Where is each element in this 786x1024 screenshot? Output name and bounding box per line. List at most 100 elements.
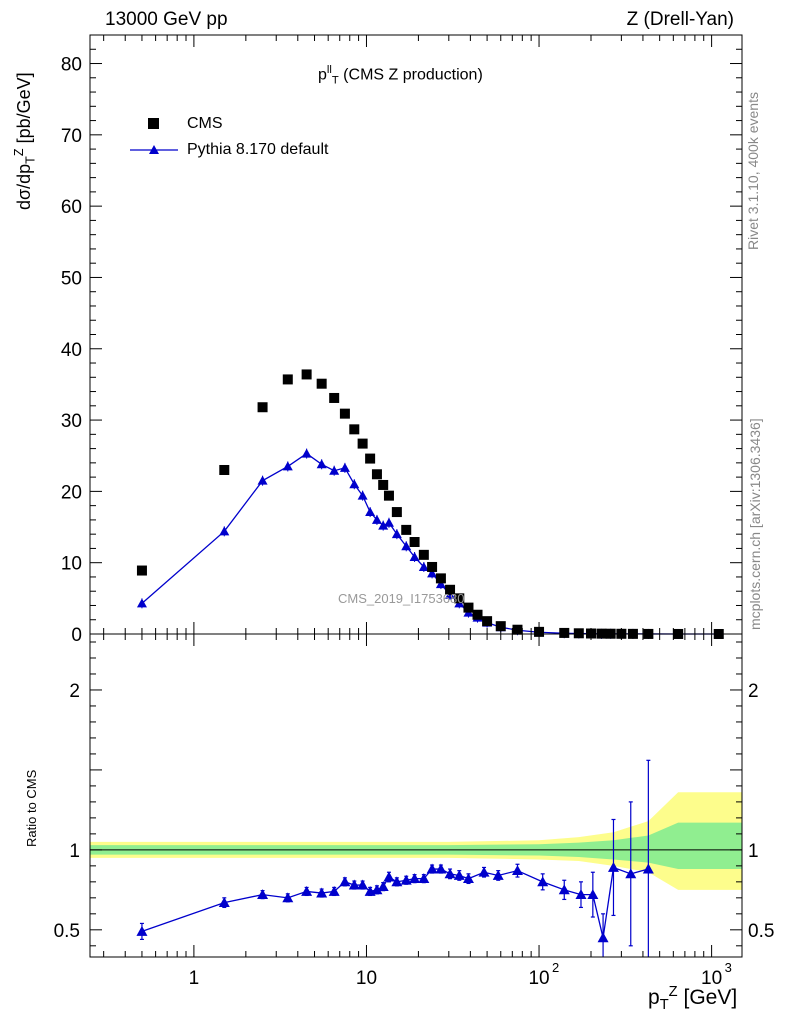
- ratio-y-tick-label-right: 2: [748, 681, 759, 702]
- ratio-frame: [89, 633, 743, 958]
- x-tick-label: 10: [701, 968, 722, 989]
- y-label-post: [pb/GeV]: [14, 72, 34, 149]
- pythia-point: [401, 541, 412, 551]
- ratio-uncertainty-bands: [90, 792, 742, 890]
- plot-title-rest: (CMS Z production): [338, 66, 483, 84]
- ratio-point: [400, 874, 412, 885]
- cms-point: [219, 464, 230, 475]
- ratio-y-tick-label: 2: [69, 681, 80, 702]
- energy-header: 13000 GeV pp: [105, 9, 228, 30]
- y-label-pre: dσ/dp: [14, 163, 34, 210]
- cms-point: [418, 549, 429, 560]
- main-y-tick-label: 20: [61, 482, 82, 503]
- ratio-point: [328, 885, 340, 896]
- ratio-y-tick-label-right: 1: [748, 841, 759, 862]
- ratio-point: [492, 869, 504, 880]
- x-tick-exponent: 2: [552, 960, 559, 975]
- pythia-point: [329, 465, 340, 475]
- cms-point: [282, 374, 293, 385]
- ratio-point: [625, 868, 637, 879]
- cms-point: [349, 424, 360, 435]
- legend-pythia-marker: [149, 145, 159, 154]
- cms-point: [365, 453, 376, 464]
- ratio-point: [301, 885, 313, 896]
- cms-point: [463, 602, 474, 613]
- plot-title-sub: T: [331, 74, 339, 87]
- pythia-point: [339, 462, 350, 472]
- plot-title-main: p: [318, 66, 327, 84]
- x-axis-label: pTZ [GeV]: [648, 984, 737, 1013]
- legend-cms-label: CMS: [187, 115, 223, 132]
- ratio-point: [462, 873, 474, 884]
- cms-point: [454, 593, 465, 604]
- ratio-point: [537, 876, 549, 887]
- axis-ticks: [90, 34, 742, 957]
- rivet-label: Rivet 3.1.10, 400k events: [745, 92, 761, 250]
- main-y-tick-label: 50: [61, 268, 82, 289]
- ratio-point: [316, 887, 328, 898]
- ratio-point: [426, 863, 438, 874]
- axes-frames: [89, 34, 743, 958]
- cms-point: [472, 609, 483, 620]
- ratio-point: [597, 932, 609, 943]
- x-tick-label: 10: [356, 968, 377, 989]
- cms-point: [482, 616, 493, 627]
- cms-point: [329, 392, 340, 403]
- pythia-point: [391, 529, 402, 539]
- x-label-post: [GeV]: [677, 986, 738, 1009]
- pythia-point: [282, 461, 293, 471]
- cms-point: [383, 490, 394, 501]
- ratio-point: [282, 892, 294, 903]
- pythia-point: [435, 579, 446, 589]
- ratio-point: [418, 873, 430, 884]
- y-label-sub: T: [23, 156, 38, 164]
- cms-point: [357, 438, 368, 449]
- pythia-point: [257, 475, 268, 485]
- analysis-watermark: CMS_2019_I1753680: [338, 591, 465, 606]
- main-y-tick-label: 80: [61, 55, 82, 76]
- ratio-point: [607, 861, 619, 872]
- x-label-pre: p: [648, 986, 660, 1009]
- pythia-point: [219, 526, 230, 536]
- cms-point: [378, 479, 389, 490]
- main-y-tick-label: 30: [61, 411, 82, 432]
- ratio-point: [377, 881, 389, 892]
- ratio-point: [257, 889, 269, 900]
- main-y-tick-label: 10: [61, 554, 82, 575]
- x-tick-label: 1: [189, 968, 200, 989]
- pythia-point: [365, 507, 376, 517]
- ratio-point: [444, 868, 456, 879]
- cms-point: [512, 624, 523, 635]
- pythia-point: [136, 598, 147, 608]
- cms-point: [427, 561, 438, 572]
- x-tick-label: 10: [528, 968, 549, 989]
- ratio-point: [136, 925, 148, 936]
- cms-point: [136, 565, 147, 576]
- ratio-point: [357, 879, 369, 890]
- pythia-point: [383, 517, 394, 527]
- ratio-point: [371, 884, 383, 895]
- cms-point: [257, 402, 268, 413]
- x-label-sup: Z: [668, 984, 678, 1000]
- pythia-point: [427, 568, 438, 578]
- cms-point: [371, 469, 382, 480]
- plot-title-sup: ll: [326, 64, 332, 76]
- ratio-y-tick-label: 1: [69, 841, 80, 862]
- ratio-point: [478, 866, 490, 877]
- cms-point: [573, 628, 584, 639]
- legend-pythia-label: Pythia 8.170 default: [187, 141, 329, 158]
- ratio-y-axis-label: Ratio to CMS: [24, 769, 39, 847]
- main-y-tick-label: 40: [61, 340, 82, 361]
- legend-markers: [130, 118, 178, 154]
- main-y-tick-label: 60: [61, 197, 82, 218]
- cms-point: [301, 369, 312, 380]
- ratio-point: [435, 863, 447, 874]
- ratio-point: [391, 876, 403, 887]
- main-y-tick-label: 70: [61, 126, 82, 147]
- y-label-sup: Z: [12, 148, 26, 157]
- ratio-point: [511, 865, 523, 876]
- cms-point: [435, 573, 446, 584]
- pythia-point: [418, 561, 429, 571]
- plot-title: pllT (CMS Z production): [318, 64, 483, 87]
